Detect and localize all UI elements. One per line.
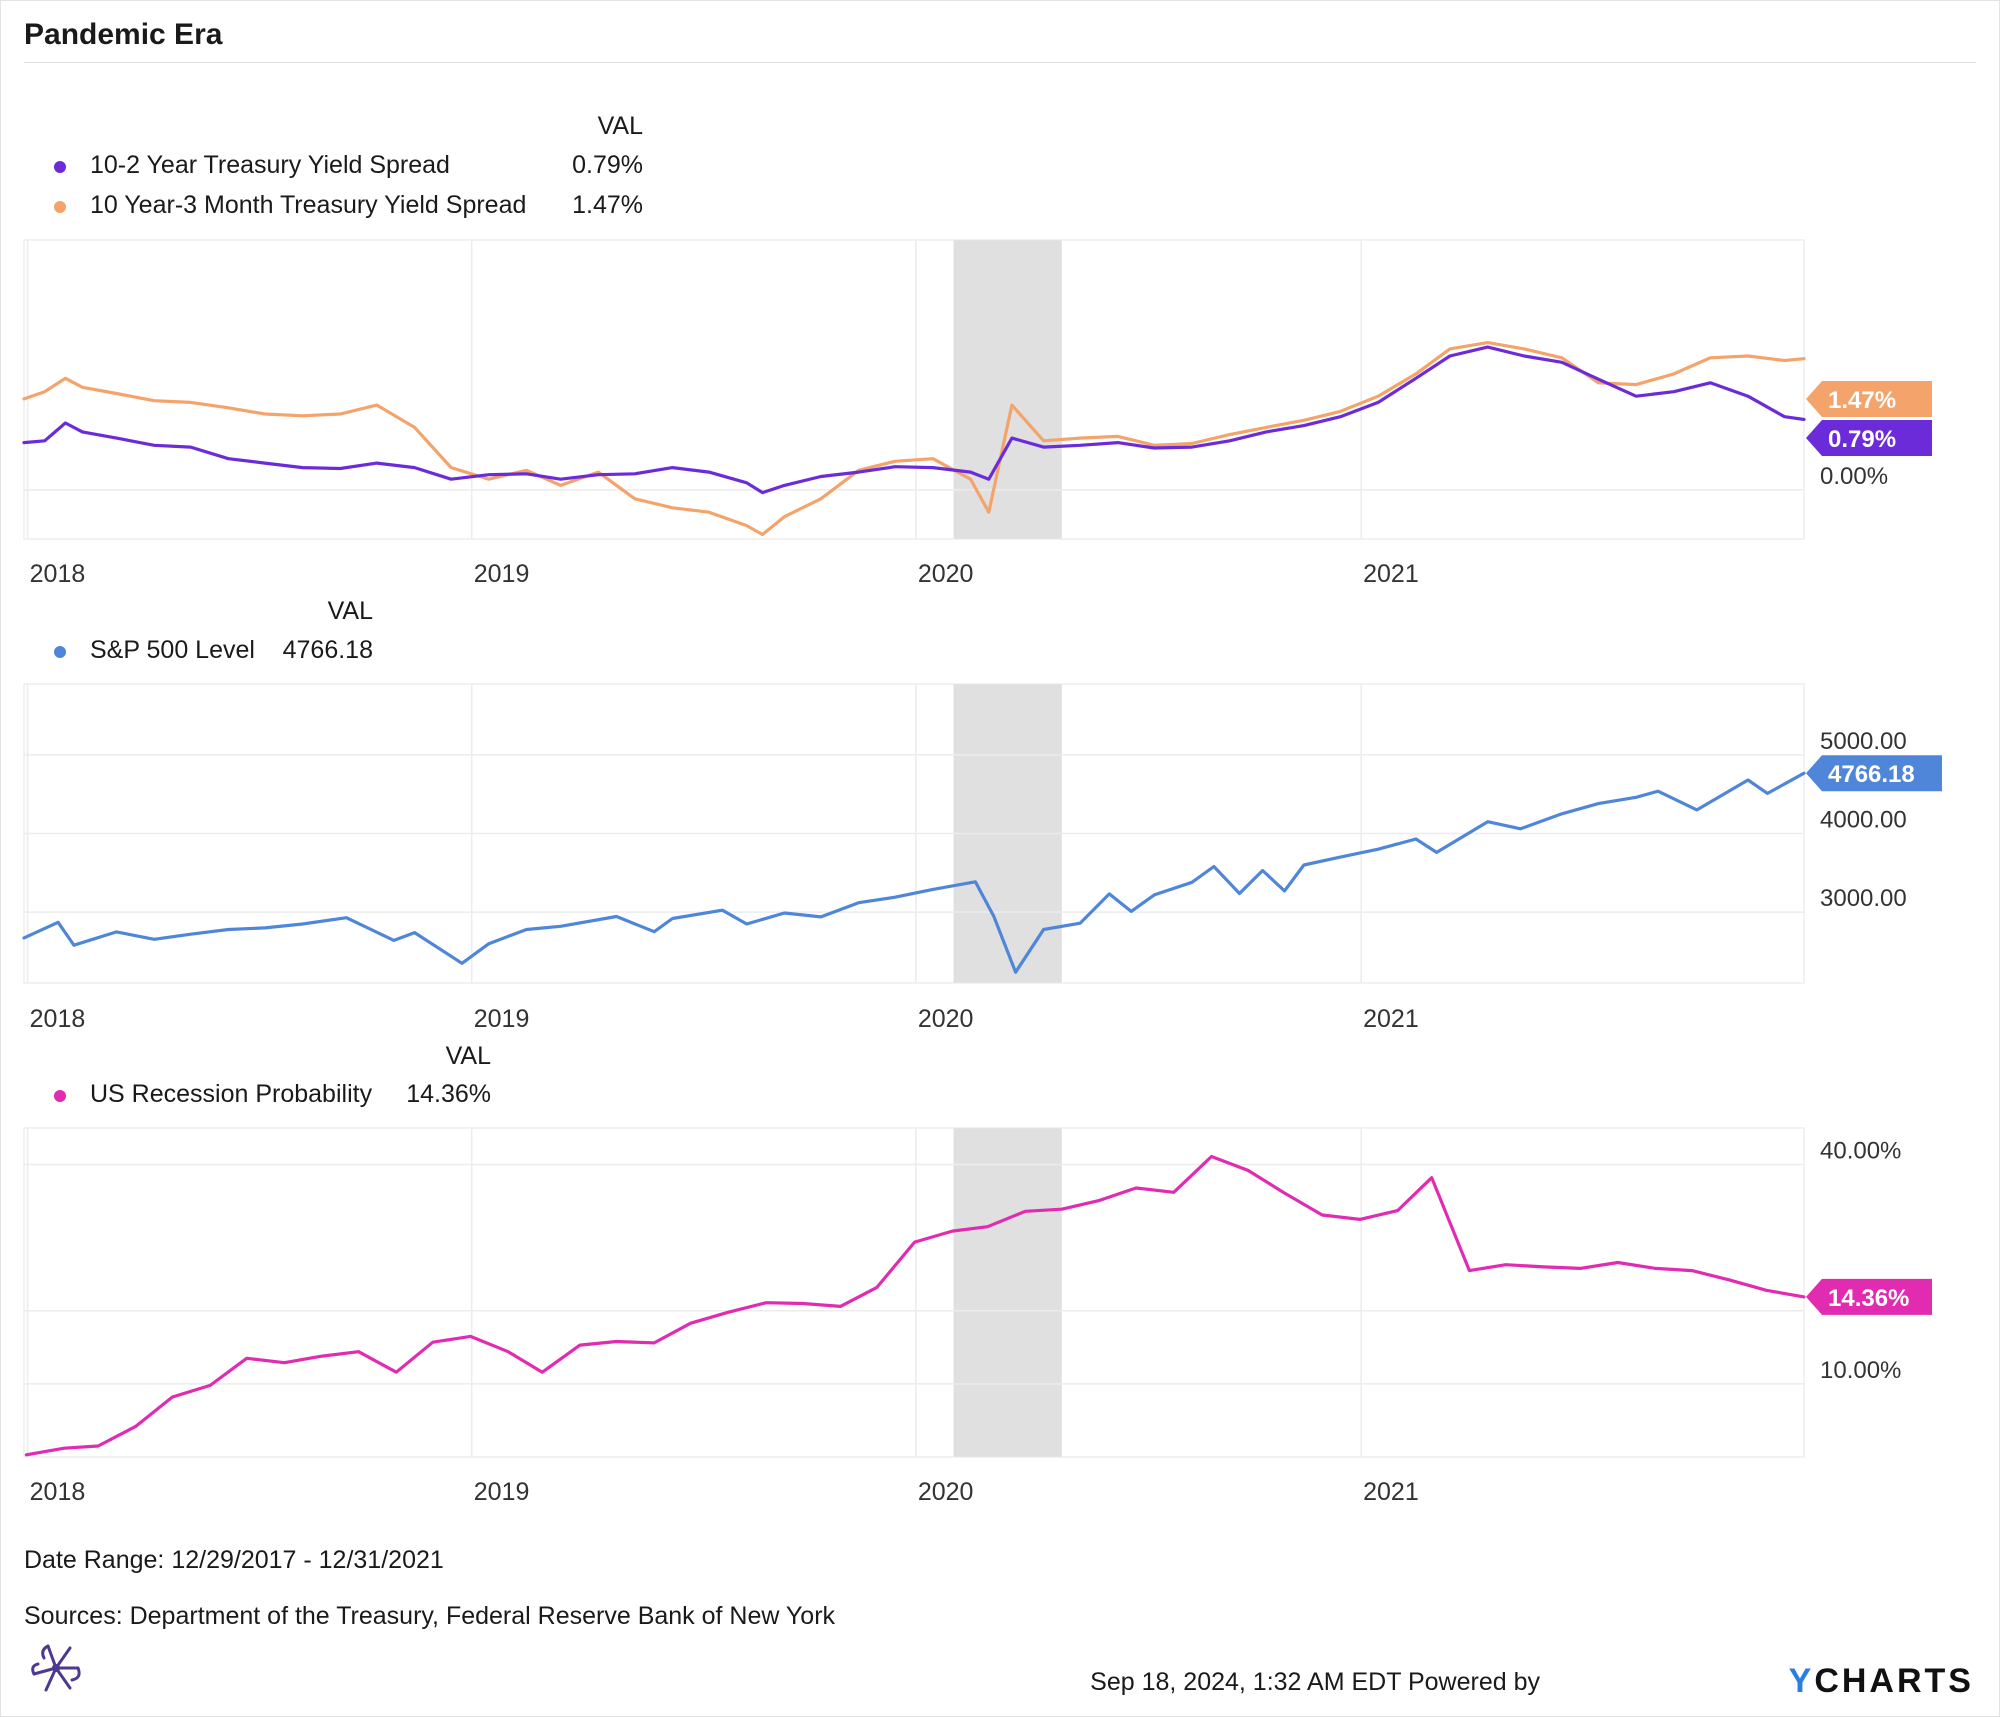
value-flag xyxy=(1806,1278,1932,1315)
value-flag-label: 0.79% xyxy=(1828,426,1896,453)
x-tick-label: 2019 xyxy=(474,1478,530,1506)
legend-series-value: 1.47% xyxy=(572,191,643,219)
timestamp-powered: Sep 18, 2024, 1:32 AM EDT Powered by xyxy=(1090,1668,1540,1697)
x-tick-label: 2020 xyxy=(918,560,974,588)
value-flag xyxy=(1806,755,1942,792)
series-line xyxy=(22,341,1806,537)
y-tick-label: 3000.00 xyxy=(1820,885,1907,912)
x-tick-label: 2018 xyxy=(30,1005,86,1033)
value-flag xyxy=(1806,381,1932,417)
sources: Sources: Department of the Treasury, Fed… xyxy=(24,1602,836,1630)
recession-shading xyxy=(953,1128,1062,1457)
x-tick-label: 2021 xyxy=(1363,560,1419,588)
legend-series-value: 14.36% xyxy=(406,1080,491,1108)
x-tick-label: 2019 xyxy=(474,1005,530,1033)
legend-series-name: S&P 500 Level xyxy=(90,636,255,664)
series-line xyxy=(24,1154,1806,1457)
y-tick-label: 0.00% xyxy=(1820,463,1888,490)
x-tick-label: 2021 xyxy=(1363,1478,1419,1506)
legend-marker-10-3m xyxy=(54,201,66,213)
chart-panel-yield: 2018 2019 2020 2021 0.00% 0.79% 1.47% xyxy=(22,239,1932,588)
brand-text: CHARTS xyxy=(1814,1662,1974,1700)
value-flag-label: 4766.18 xyxy=(1828,761,1915,788)
value-flag-label: 14.36% xyxy=(1828,1285,1909,1312)
series-line xyxy=(22,345,1806,495)
value-flag xyxy=(1806,420,1932,456)
series-line xyxy=(22,771,1806,974)
x-tick-label: 2020 xyxy=(918,1005,974,1033)
legend-marker-10-2 xyxy=(54,161,66,173)
recession-shading xyxy=(953,240,1062,539)
value-flag-label: 1.47% xyxy=(1828,387,1896,414)
legend-header: VAL xyxy=(597,112,643,140)
y-tick-label: 40.00% xyxy=(1820,1138,1901,1165)
legend-marker-sp500 xyxy=(54,646,66,658)
y-tick-label: 5000.00 xyxy=(1820,728,1907,755)
legend-header: VAL xyxy=(327,597,373,625)
powered-by-label: Powered by xyxy=(1407,1668,1540,1696)
brand-y: Y xyxy=(1788,1662,1815,1700)
title-divider xyxy=(24,62,1976,63)
x-tick-label: 2018 xyxy=(30,1478,86,1506)
y-tick-label: 4000.00 xyxy=(1820,807,1907,834)
legend-header: VAL xyxy=(445,1042,491,1070)
date-range: Date Range: 12/29/2017 - 12/31/2021 xyxy=(24,1546,444,1574)
ycharts-logo-icon xyxy=(31,1644,81,1692)
chart-panel-sp500: 2018 2019 2020 2021 3000.00 4000.00 5000.00 476… xyxy=(22,683,1942,1033)
timestamp: Sep 18, 2024, 1:32 AM EDT xyxy=(1090,1668,1402,1696)
legend-marker-recession xyxy=(54,1090,66,1102)
plot-border xyxy=(23,1127,1805,1458)
legend-series-name: US Recession Probability xyxy=(90,1080,373,1108)
plot-border xyxy=(23,239,1805,540)
x-tick-label: 2021 xyxy=(1363,1005,1419,1033)
legend-series-name: 10 Year-3 Month Treasury Yield Spread xyxy=(90,191,527,219)
legend-series-value: 4766.18 xyxy=(282,636,373,664)
x-tick-label: 2019 xyxy=(474,560,530,588)
x-tick-label: 2018 xyxy=(30,560,86,588)
ycharts-brand[interactable]: YCHARTS xyxy=(1789,1662,1974,1701)
legend-series-name: 10-2 Year Treasury Yield Spread xyxy=(90,151,450,179)
y-tick-label: 10.00% xyxy=(1820,1357,1901,1384)
x-tick-label: 2020 xyxy=(918,1478,974,1506)
legend-series-value: 0.79% xyxy=(572,151,643,179)
page-title: Pandemic Era xyxy=(24,18,223,51)
